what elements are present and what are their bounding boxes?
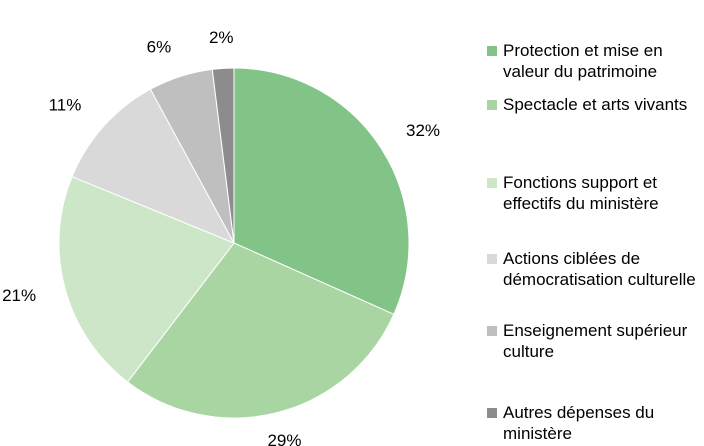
legend-swatch (487, 408, 497, 418)
legend-label: Fonctions support et effectifs du minist… (503, 173, 659, 213)
pie-slice (211, 67, 235, 244)
slice-label: 11% (49, 96, 82, 115)
legend-swatch (487, 326, 497, 336)
pie-slice (58, 176, 235, 383)
legend-label: Autres dépenses du ministère (503, 403, 655, 443)
slice-label: 29% (267, 431, 301, 446)
legend-swatch (487, 178, 497, 188)
pie-slice (233, 67, 410, 316)
slice-label: 6% (147, 37, 172, 56)
legend-item: Autres dépenses du ministère (487, 402, 699, 444)
legend-swatch (487, 46, 497, 56)
legend-item: Enseignement supérieur culture (487, 320, 699, 362)
legend-item: Spectacle et arts vivants (487, 94, 699, 115)
legend-label: Spectacle et arts vivants (503, 95, 688, 114)
legend-item: Protection et mise en valeur du patrimoi… (487, 40, 699, 82)
legend-swatch (487, 100, 497, 110)
legend-label: Enseignement supérieur culture (503, 321, 688, 361)
slice-label: 32% (406, 121, 440, 140)
pie-area: 32% 29% 21% 11% 6% 2% (2, 28, 440, 446)
legend-label: Actions ciblées de démocratisation cultu… (503, 249, 696, 289)
legend-swatch (487, 254, 497, 264)
pie-slice (126, 242, 395, 419)
legend-item: Fonctions support et effectifs du minist… (487, 172, 699, 214)
slice-label: 21% (2, 286, 36, 305)
legend-label: Protection et mise en valeur du patrimoi… (503, 41, 663, 81)
pie-slice (71, 88, 236, 244)
legend-item: Actions ciblées de démocratisation cultu… (487, 248, 699, 290)
slice-label: 2% (209, 28, 234, 47)
